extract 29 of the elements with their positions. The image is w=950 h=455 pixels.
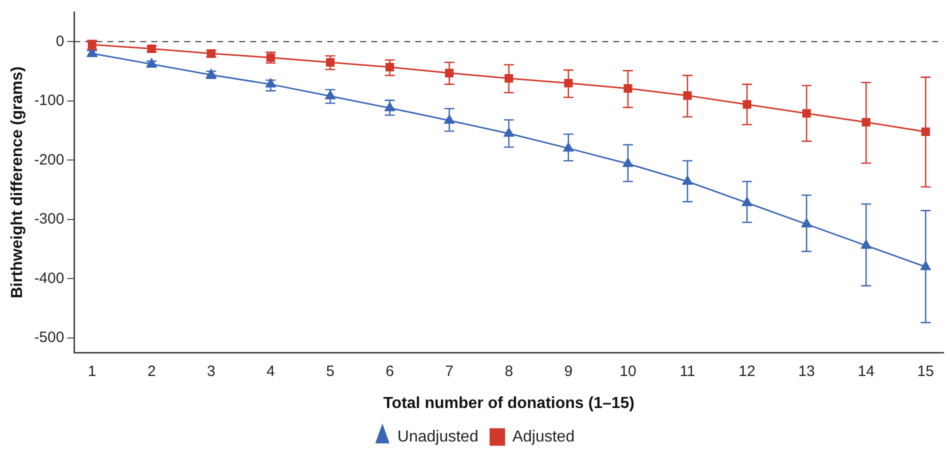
- y-tick-label: -300: [34, 210, 64, 228]
- x-tick-label: 6: [386, 362, 394, 380]
- y-tick-label: -200: [34, 151, 64, 168]
- y-tick-label: -100: [34, 92, 64, 110]
- x-tick-label: 13: [798, 362, 815, 380]
- point: [742, 100, 752, 109]
- x-tick-label: 12: [738, 362, 756, 380]
- y-tick-label: 0: [56, 32, 64, 50]
- x-tick-label: 3: [206, 362, 216, 380]
- x-tick-label: 11: [680, 362, 696, 380]
- x-tick-label: 14: [858, 362, 874, 380]
- x-tick-label: 1: [88, 362, 96, 380]
- x-tick-label: 15: [917, 362, 934, 380]
- point: [683, 91, 692, 100]
- x-tick-label: 8: [504, 362, 514, 380]
- x-tick-label: 5: [326, 362, 334, 380]
- x-axis-title: Total number of donations (1–15): [383, 394, 634, 412]
- legend-label: Adjusted: [512, 428, 575, 446]
- y-axis-title: Birthweight difference (grams): [9, 66, 26, 298]
- point: [682, 176, 693, 185]
- y-tick-label: -500: [34, 329, 64, 346]
- point: [861, 240, 872, 249]
- x-tick-label: 9: [564, 362, 573, 380]
- x-tick-label: 7: [445, 362, 454, 380]
- x-tick-label: 4: [266, 362, 275, 380]
- x-tick-label: 2: [147, 362, 156, 380]
- x-tick-label: 10: [620, 362, 636, 380]
- legend-label: Unadjusted: [397, 428, 478, 446]
- y-tick-label: -400: [34, 270, 64, 287]
